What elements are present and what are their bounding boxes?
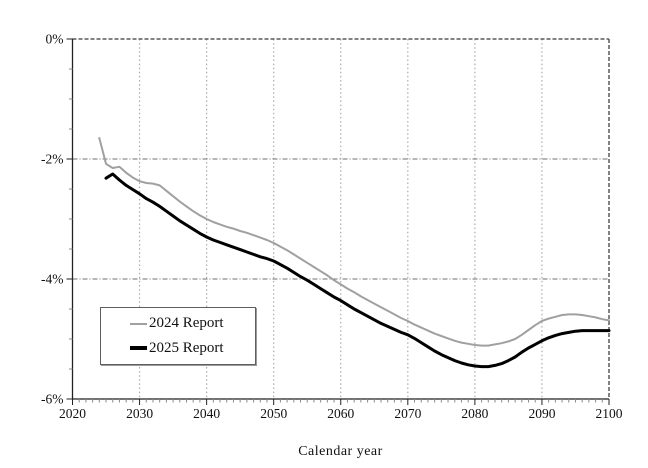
legend-item-2025-report: 2025 Report [130,340,255,357]
legend: 2024 Report 2025 Report [100,307,256,365]
legend-item-2024-report: 2024 Report [130,315,255,332]
series-line-2025-report [104,172,611,369]
y-tick-label--4: -4% [41,272,64,287]
legend-label-2025: 2025 Report [149,339,224,356]
x-tick-label-2020: 2020 [59,406,86,421]
legend-line-swatch-2025 [130,346,147,351]
x-axis-title: Calendar year [298,444,383,459]
series-line-2024-report [98,137,610,347]
x-tick-label-2080: 2080 [461,406,488,421]
x-tick-label-2030: 2030 [126,406,153,421]
x-tick-label-2100: 2100 [596,406,623,421]
legend-label-2024: 2024 Report [149,315,224,332]
y-tick-label--2: -2% [41,152,64,167]
x-tick-label-2040: 2040 [193,406,220,421]
x-tick-label-2090: 2090 [528,406,555,421]
x-tick-label-2050: 2050 [260,406,287,421]
x-tick-label-2070: 2070 [394,406,421,421]
y-tick-label-0: 0% [46,32,64,47]
y-tick-label--6: -6% [41,392,64,407]
legend-line-swatch-2024 [130,322,147,325]
x-tick-label-2060: 2060 [327,406,354,421]
